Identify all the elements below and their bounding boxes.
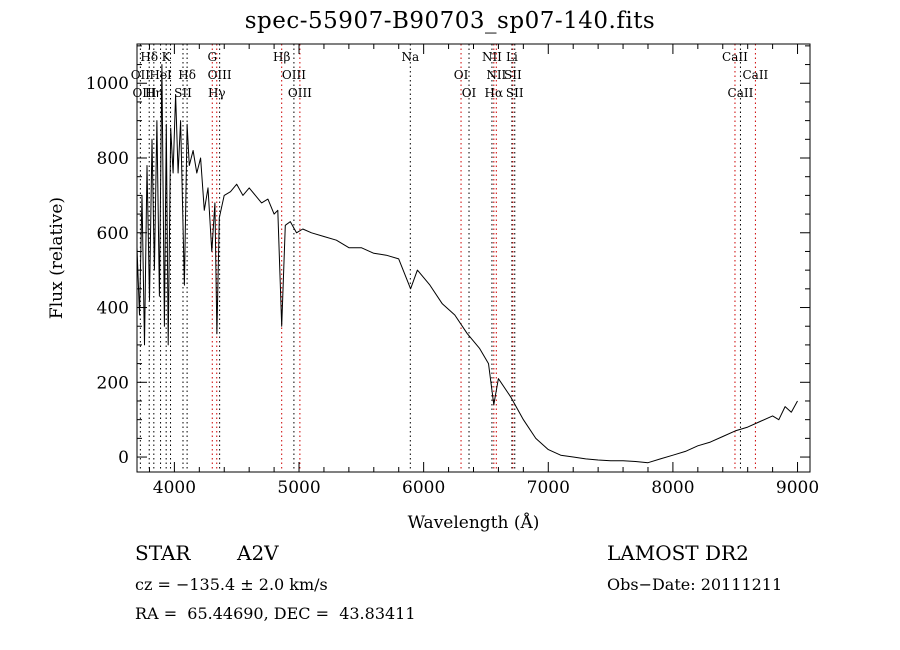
line-id-label: Na — [401, 50, 419, 64]
line-id-label: SII — [506, 86, 524, 100]
chart-title: spec-55907-B90703_sp07-140.fits — [244, 8, 656, 34]
line-id-label: OI — [454, 68, 469, 82]
line-id-label: OIII — [282, 68, 306, 82]
line-id-label: HeI — [149, 68, 172, 82]
x-tick-label: 9000 — [776, 478, 819, 498]
object-class: STAR — [135, 541, 191, 565]
line-id-label: OI — [462, 86, 477, 100]
y-tick-label: 1000 — [86, 74, 129, 94]
x-tick-label: 8000 — [651, 478, 694, 498]
x-tick-label: 4000 — [153, 478, 196, 498]
survey-name: LAMOST DR2 — [607, 541, 749, 565]
spectrum-line — [136, 64, 798, 464]
line-id-label: NII — [482, 50, 502, 64]
line-id-label: K — [162, 50, 172, 64]
y-tick-label: 400 — [97, 299, 129, 319]
line-id-label: G — [207, 50, 217, 64]
line-id-label: OII — [131, 68, 151, 82]
line-id-label: OIII — [288, 86, 312, 100]
y-tick-label: 800 — [97, 149, 129, 169]
x-tick-label: 6000 — [402, 478, 445, 498]
y-tick-label: 0 — [118, 448, 129, 468]
line-id-label: OIII — [132, 86, 156, 100]
line-id-label: Hδ — [140, 50, 158, 64]
line-id-label: Hγ — [208, 86, 226, 100]
line-id-label: Hη — [145, 86, 163, 100]
x-tick-label: 5000 — [277, 478, 320, 498]
line-id-label: CaII — [722, 50, 748, 64]
x-axis-label: Wavelength (Å) — [408, 512, 540, 533]
line-id-label: OIII — [208, 68, 232, 82]
line-id-label: NII — [486, 68, 506, 82]
y-axis-label: Flux (relative) — [47, 197, 67, 319]
line-id-label: CaII — [742, 68, 768, 82]
line-id-label: SII — [504, 68, 522, 82]
redshift-text: cz = −135.4 ± 2.0 km/s — [135, 575, 328, 594]
coordinates-text: RA = 65.44690, DEC = 43.83411 — [135, 604, 416, 623]
plot-frame — [136, 43, 811, 473]
line-id-label: Li — [506, 50, 518, 64]
line-id-label: Hδ — [178, 68, 196, 82]
y-tick-label: 200 — [97, 373, 129, 393]
object-subclass: A2V — [237, 541, 279, 565]
line-id-label: Hα — [485, 86, 504, 100]
line-id-label: SII — [174, 86, 192, 100]
obs-date-text: Obs−Date: 20111211 — [607, 575, 783, 594]
line-id-label: CaII — [728, 86, 754, 100]
line-id-label: Hβ — [273, 50, 290, 64]
y-tick-label: 600 — [97, 224, 129, 244]
x-tick-label: 7000 — [527, 478, 570, 498]
